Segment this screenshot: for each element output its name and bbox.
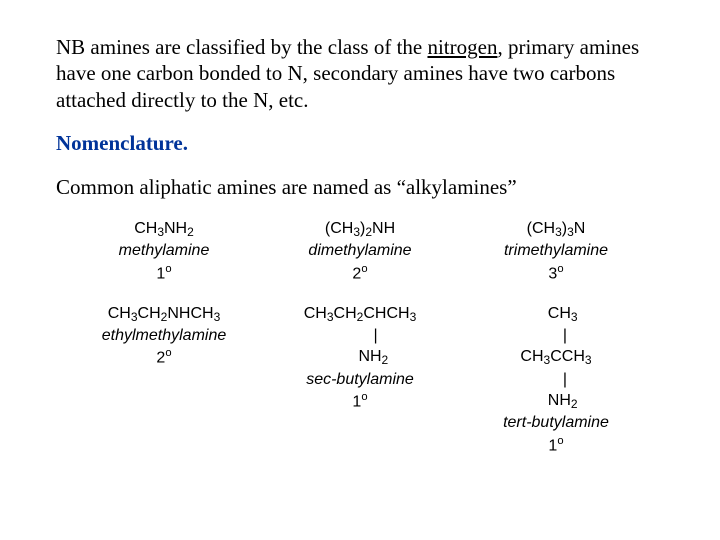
compound-methylamine: CH3NH2 methylamine 1o <box>66 218 262 285</box>
compound-sec-butylamine: CH3CH2CHCH3 | NH2 sec-butylamine 1o <box>262 303 458 457</box>
compound-tert-butylamine: CH3 | CH3CCH3 | NH2 tert-butylamine 1o <box>458 303 654 457</box>
formula-tert-butylamine: CH3 | CH3CCH3 | NH2 <box>520 303 591 413</box>
formula-dimethylamine: (CH3)2NH <box>325 218 395 240</box>
compound-trimethylamine: (CH3)3N trimethylamine 3o <box>458 218 654 285</box>
intro-underlined: nitrogen <box>427 35 497 59</box>
section-heading: Nomenclature. <box>56 131 664 156</box>
formula-ethylmethylamine: CH3CH2NHCH3 <box>108 303 221 325</box>
formula-sec-butylamine: CH3CH2CHCH3 | NH2 <box>304 303 417 369</box>
compound-dimethylamine: (CH3)2NH dimethylamine 2o <box>262 218 458 285</box>
name-trimethylamine: trimethylamine <box>504 240 608 262</box>
name-tert-butylamine: tert-butylamine <box>503 412 609 434</box>
class-ethylmethylamine: 2o <box>156 346 171 369</box>
name-methylamine: methylamine <box>119 240 210 262</box>
intro-sentence: Common aliphatic amines are named as “al… <box>56 174 664 200</box>
class-methylamine: 1o <box>156 262 171 285</box>
formula-methylamine: CH3NH2 <box>134 218 194 240</box>
name-sec-butylamine: sec-butylamine <box>306 369 414 391</box>
intro-text-a: NB amines are classified by the class of… <box>56 35 427 59</box>
class-sec-butylamine: 1o <box>352 390 367 413</box>
intro-paragraph: NB amines are classified by the class of… <box>56 34 664 113</box>
class-tert-butylamine: 1o <box>548 434 563 457</box>
name-ethylmethylamine: ethylmethylamine <box>102 325 227 347</box>
formula-trimethylamine: (CH3)3N <box>527 218 586 240</box>
class-trimethylamine: 3o <box>548 262 563 285</box>
compounds-figure: CH3NH2 methylamine 1o (CH3)2NH dimethyla… <box>56 218 664 457</box>
figure-row-1: CH3NH2 methylamine 1o (CH3)2NH dimethyla… <box>66 218 654 285</box>
compound-ethylmethylamine: CH3CH2NHCH3 ethylmethylamine 2o <box>66 303 262 457</box>
name-dimethylamine: dimethylamine <box>308 240 411 262</box>
figure-row-2: CH3CH2NHCH3 ethylmethylamine 2o CH3CH2CH… <box>66 303 654 457</box>
class-dimethylamine: 2o <box>352 262 367 285</box>
